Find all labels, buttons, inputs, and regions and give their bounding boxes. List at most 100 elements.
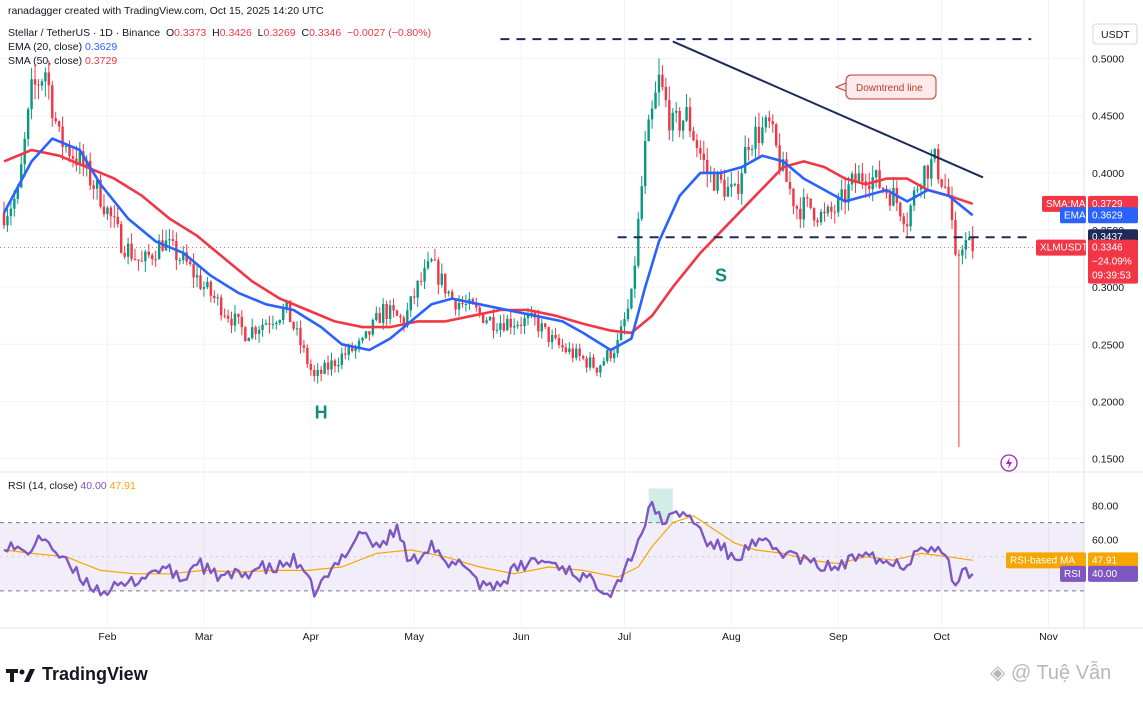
candle-body [464,303,468,305]
candle-body [799,208,802,220]
price-tag-label-box [1036,239,1086,256]
candle-body [188,261,192,264]
candle-body [419,280,423,282]
open-label: O [165,27,175,39]
candle-body [433,259,437,261]
candle-body [409,296,412,311]
candle-body [526,315,530,319]
candle-body [664,87,668,101]
candle-body [326,362,330,370]
candle-body [737,183,740,194]
candle-body [309,363,313,371]
candle-body [761,127,764,144]
candle-body [809,198,812,209]
candle-body [423,267,426,282]
candle-body [740,173,743,194]
downtrend-line [672,40,984,179]
currency-box [1092,23,1138,45]
candle-body [706,159,709,174]
candle-body [82,151,85,167]
candle-body [581,355,585,359]
candle-body [92,185,95,189]
rsi-legend[interactable]: RSI (14, close) 40.00 47.91 [8,479,136,493]
ema-legend[interactable]: EMA (20, close) 0.3629 [8,40,117,54]
candle-body [564,347,568,352]
candle-body [144,251,147,262]
candle-body [247,337,250,342]
candle-body [719,172,723,180]
price-tag-box [1088,552,1138,569]
candle-body [795,206,799,209]
candle-body [264,323,268,325]
candle-body [292,322,295,329]
candle-body [516,324,519,327]
price-tick-label: 0.2000 [1092,396,1124,408]
time-tick-label: Jun [513,631,530,643]
candle-body [488,316,492,321]
candle-body [254,327,257,334]
candle-body [678,110,681,131]
price-tag-value: 0.3729 [1092,199,1123,210]
candle-body [750,148,754,150]
candle-body [509,318,512,328]
candle-body [271,324,275,326]
candle-body [768,117,771,122]
candle-body [57,121,61,127]
ema-label: EMA (20, close) [8,41,83,53]
candle-body [847,184,850,203]
candle-body [971,237,974,252]
candle-body [302,345,306,348]
candle-body [647,119,650,142]
candle-body [447,291,450,294]
candle-body [444,273,447,294]
rsi-pane[interactable] [0,488,1084,599]
candle-body [926,165,930,179]
candle-body [116,216,119,225]
candle-body [61,126,64,147]
candle-body [930,159,933,179]
candle-body [743,146,747,174]
candle-body [88,160,92,186]
candle-body [502,323,506,331]
candle-body [643,141,647,187]
rsi-ma-line [3,515,973,578]
candle-body [375,313,378,320]
tradingview-brand: TradingView [42,664,148,684]
candle-body [485,320,488,323]
candle-body [354,346,357,352]
candle-body [16,187,19,199]
candle-body [285,300,288,310]
candle-body [364,331,368,338]
candle-body [388,305,392,320]
candle-body [747,146,750,150]
candle-body [137,259,140,261]
rsi-tick-label: 80.00 [1092,501,1118,513]
candle-body [51,85,54,119]
candle-body [571,348,575,358]
open-value: 0.3373 [174,27,207,39]
currency-label: USDT [1101,29,1130,41]
candle-body [692,131,695,141]
candle-body [44,72,47,82]
candle-body [675,110,678,113]
candle-body [133,258,137,260]
candle-body [599,365,602,373]
price-pane[interactable]: Downtrend line H S [0,38,1084,472]
candle-body [578,348,581,356]
sma-legend[interactable]: SMA (50, close) 0.3729 [8,54,117,68]
candle-body [37,84,40,86]
candle-body [609,350,612,359]
candle-body [685,107,688,121]
candle-body [781,159,785,171]
symbol-title[interactable]: Stellar / TetherUS · 1D · Binance [8,27,161,39]
candle-body [868,185,871,190]
candle-body [182,252,185,261]
candle-body [733,183,737,185]
tradingview-logo[interactable]: TradingView [6,664,148,685]
ema-value: 0.3629 [85,41,118,53]
candle-body [899,202,902,217]
candle-body [650,108,654,120]
candle-body [437,260,440,285]
candle-body [33,79,37,85]
